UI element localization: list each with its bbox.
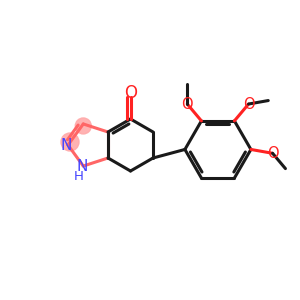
Text: N: N xyxy=(76,158,88,173)
Circle shape xyxy=(75,118,91,134)
Text: O: O xyxy=(243,97,254,112)
Text: O: O xyxy=(182,97,193,112)
Text: N: N xyxy=(60,137,72,152)
Text: O: O xyxy=(124,84,137,102)
Circle shape xyxy=(61,133,79,151)
Text: O: O xyxy=(267,146,278,161)
Text: H: H xyxy=(73,169,83,182)
